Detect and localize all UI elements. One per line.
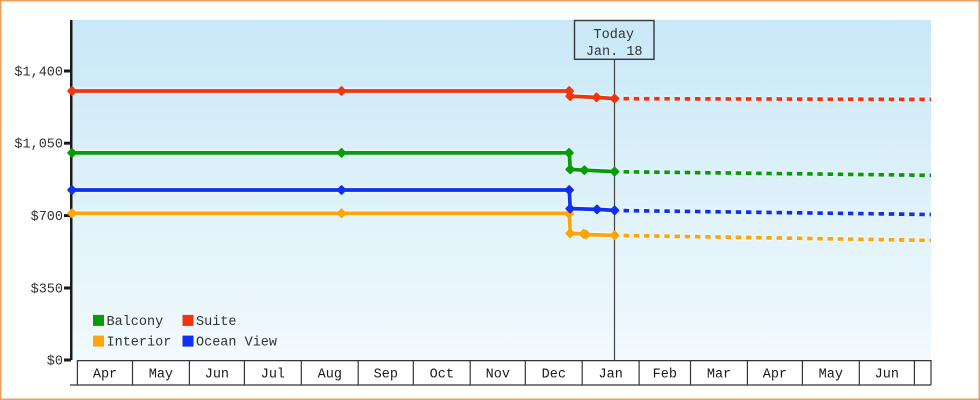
svg-text:May: May [149,368,173,383]
svg-text:$0: $0 [47,355,63,370]
svg-text:Jan: Jan [599,368,623,383]
svg-text:Dec: Dec [542,368,566,383]
svg-text:Nov: Nov [486,368,510,383]
svg-text:Apr: Apr [763,368,787,383]
svg-text:Mar: Mar [707,368,731,383]
svg-text:Oct: Oct [430,368,454,383]
svg-text:$350: $350 [31,283,63,298]
svg-text:Suite: Suite [196,315,237,330]
svg-text:Jun: Jun [205,368,229,383]
svg-text:Balcony: Balcony [107,315,164,330]
svg-text:Jul: Jul [261,368,285,383]
svg-text:May: May [819,368,843,383]
svg-text:Today: Today [594,28,635,43]
svg-text:$1,050: $1,050 [14,138,63,153]
svg-text:Jan. 18: Jan. 18 [586,45,643,60]
svg-text:Interior: Interior [107,336,172,351]
svg-text:$700: $700 [31,210,63,225]
svg-text:Feb: Feb [653,368,677,383]
svg-text:$1,400: $1,400 [14,66,63,81]
svg-text:Ocean View: Ocean View [196,336,277,351]
svg-text:Aug: Aug [318,368,342,383]
svg-text:Sep: Sep [374,368,398,383]
svg-text:Apr: Apr [93,368,117,383]
svg-text:Jun: Jun [875,368,899,383]
